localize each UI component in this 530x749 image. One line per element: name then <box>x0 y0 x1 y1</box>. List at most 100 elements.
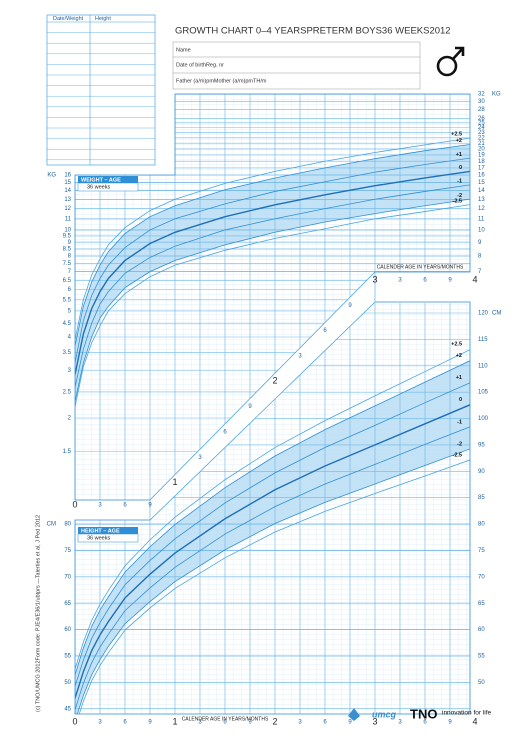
x-tick-label: 0 <box>72 716 77 726</box>
age-ruler <box>149 271 376 521</box>
sd-line <box>75 170 470 375</box>
x-tick-label: 6 <box>323 328 327 334</box>
y2-unit: KG <box>492 92 501 98</box>
x-tick-label: 4 <box>472 274 477 284</box>
form-label: Name <box>176 47 191 53</box>
x-tick-label: 3 <box>398 720 402 726</box>
form-frame <box>172 41 421 90</box>
sd-label: +2.5 <box>451 342 462 348</box>
y-tick-label: 70 <box>64 574 71 580</box>
logo-tno: TNO <box>410 706 437 721</box>
y2-tick-label: 75 <box>478 548 485 554</box>
y-tick-label: 65 <box>64 601 71 607</box>
x-tick-label: 9 <box>148 503 152 509</box>
y-tick-label: 75 <box>64 548 71 554</box>
y2-tick-label: 28 <box>478 107 485 113</box>
x-tick-label: 9 <box>248 404 252 410</box>
y-tick-label: 60 <box>64 627 71 633</box>
x-tick-label: 6 <box>423 720 427 726</box>
y-tick-label: 80 <box>64 522 71 528</box>
table-rows <box>47 32 155 161</box>
subtitle-box <box>77 533 139 543</box>
y2-tick-label: 10 <box>478 228 485 234</box>
y2-tick-label: 11 <box>478 216 485 222</box>
sd-label: +1 <box>456 375 462 381</box>
y2-tick-label: 65 <box>478 601 485 607</box>
sd-label: -2 <box>457 441 462 447</box>
umcg-icon <box>348 708 360 721</box>
title-box <box>78 527 138 534</box>
male-symbol <box>436 46 465 77</box>
y2-tick-label: 9 <box>478 240 482 246</box>
sd-label: +2 <box>456 353 462 359</box>
y2-tick-label: 95 <box>478 442 485 448</box>
table-header: Date/Weight <box>53 16 84 22</box>
y2-tick-label: 80 <box>478 522 485 528</box>
y2-tick-label: 12 <box>478 206 485 212</box>
x-tick-label: 3 <box>398 278 402 284</box>
title-box <box>78 176 138 183</box>
y2-tick-label: 110 <box>478 363 488 369</box>
x-tick-label: 6 <box>223 430 227 436</box>
sd-line <box>75 346 470 670</box>
y2-tick-label: 16 <box>478 173 485 179</box>
sd-label: 0 <box>459 397 462 403</box>
y-tick-label: 3 <box>68 368 72 374</box>
y-tick-label: 7 <box>68 269 72 275</box>
y2-tick-label: 15 <box>478 180 485 186</box>
y-tick-label: 5 <box>68 309 72 315</box>
sd-line <box>75 380 470 687</box>
sd-label: -2.5 <box>453 453 462 459</box>
chart-subtitle: 36 weeks <box>87 535 110 541</box>
x-axis-label: CALENDER AGE IN YEARS/MONTHS <box>377 264 464 270</box>
y-tick-label: 50 <box>64 680 71 686</box>
form-label: Date of birthReg. nr <box>176 62 224 68</box>
x-tick-label: 1 <box>172 716 177 726</box>
x-tick-label: 9 <box>248 720 252 726</box>
sd-label: +2 <box>456 138 462 144</box>
sd-line <box>75 457 470 714</box>
y-tick-label: 10 <box>64 228 71 234</box>
y2-tick-label: 25 <box>478 120 485 126</box>
x-tick-label: 3 <box>298 720 302 726</box>
x-tick-label: 6 <box>323 720 327 726</box>
y-tick-label: 16 <box>64 173 71 179</box>
y-tick-label: 6 <box>68 287 72 293</box>
y2-tick-label: 18 <box>478 159 485 165</box>
y-tick-label: 9.5 <box>63 233 72 239</box>
form-label: Father (a/m)pmMother (a/m)pmTH/m <box>176 78 267 84</box>
logo-tagline: innovation for life <box>442 710 492 717</box>
y2-tick-label: 90 <box>478 469 485 475</box>
x-tick-label: 3 <box>298 354 302 360</box>
y2-tick-label: 30 <box>478 99 485 105</box>
y-tick-label: 12 <box>64 206 71 212</box>
y-tick-label: 6.5 <box>63 278 72 284</box>
y2-tick-label: 20 <box>478 147 485 153</box>
y-tick-label: 3.5 <box>63 350 72 356</box>
sd-line <box>75 402 470 699</box>
y2-tick-label: 21 <box>478 141 485 147</box>
sd-label: -1 <box>457 179 462 185</box>
y2-tick-label: 22 <box>478 135 485 141</box>
copyright: (c) TNO/UMCG 2012Form code: PJE4/E36/1/u… <box>35 515 41 712</box>
y-tick-label: 14 <box>64 188 71 194</box>
y-tick-label: 11 <box>65 216 72 222</box>
x-tick-label: 2 <box>272 716 277 726</box>
y-tick-label: 55 <box>64 654 71 660</box>
x-tick-label: 1 <box>172 477 177 487</box>
logo-umcg: umcg <box>372 709 397 719</box>
y-tick-label: 2 <box>68 416 72 422</box>
y2-tick-label: 19 <box>478 152 485 158</box>
sd-label: -2.5 <box>453 198 462 204</box>
y-tick-label: 13 <box>64 197 71 203</box>
y-tick-label: 4 <box>68 335 72 341</box>
x-axis-label: CALENDER AGE IN YEARS/MONTHS <box>182 716 269 722</box>
sd-line <box>75 446 470 714</box>
y-tick-label: 7.5 <box>63 261 72 267</box>
sd-line <box>75 157 470 364</box>
sd-line <box>75 183 470 388</box>
y2-tick-label: 50 <box>478 680 485 686</box>
y-unit: CM <box>47 522 56 528</box>
y2-tick-label: 17 <box>478 165 485 171</box>
x-tick-label: 3 <box>98 503 102 509</box>
